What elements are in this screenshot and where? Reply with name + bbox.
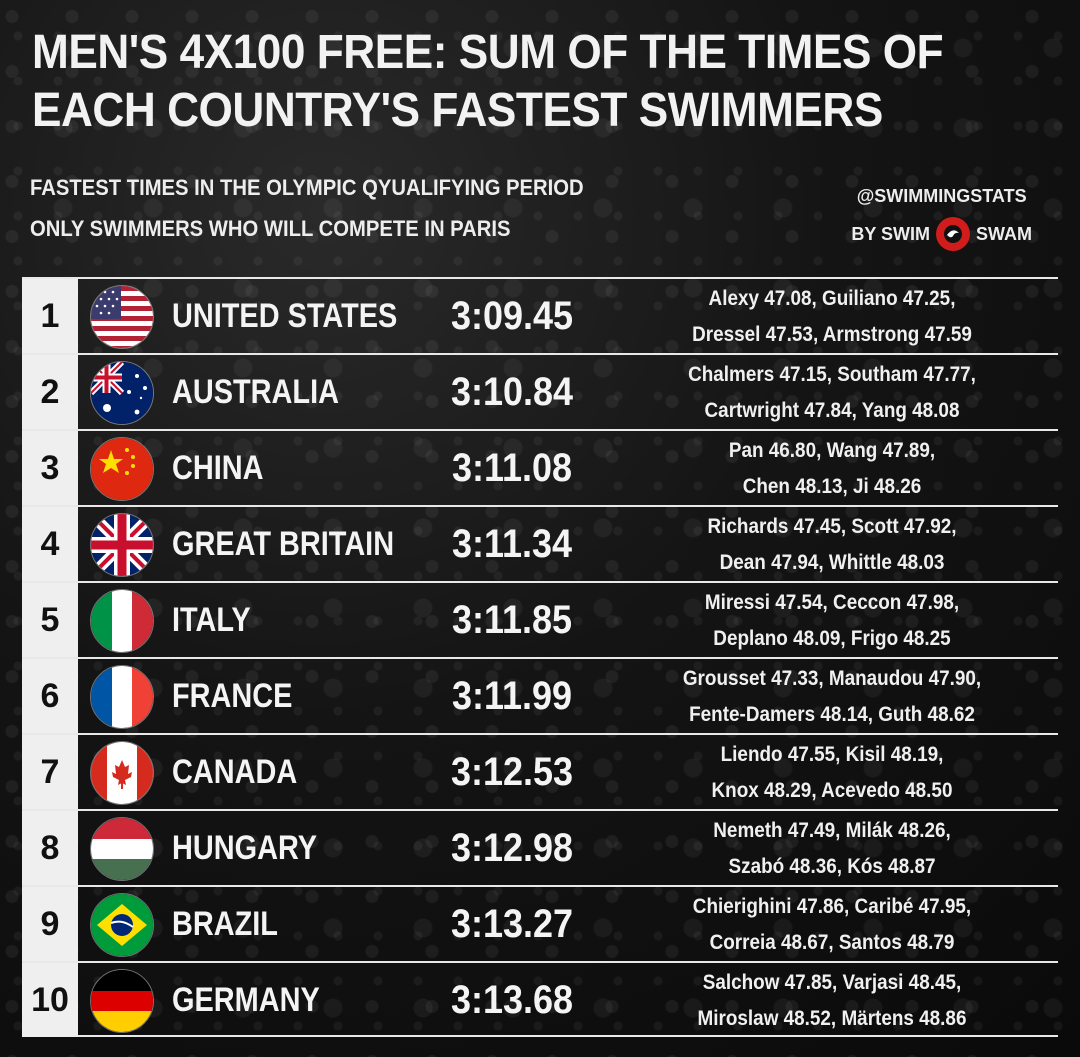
rank-cell: 2 xyxy=(22,355,78,429)
relay-time: 3:10.84 xyxy=(450,370,574,414)
country-name: CHINA xyxy=(172,449,264,487)
swimmers-line: Liendo 47.55, Kisil 48.19, xyxy=(720,743,944,766)
swimmers-list: Chalmers 47.15, Southam 47.77, Cartwrigh… xyxy=(634,357,1030,429)
uk-flag-icon xyxy=(90,513,154,577)
page-title: MEN'S 4X100 FREE: SUM OF THE TIMES OF EA… xyxy=(32,26,944,137)
rank-cell: 9 xyxy=(22,887,78,961)
ranking-table: 1 UNITED STATES 3:09.45 Alexy 47.08, Gui… xyxy=(22,277,1058,1041)
country-name: BRAZIL xyxy=(172,905,278,943)
swimmers-line: Alexy 47.08, Guiliano 47.25, xyxy=(708,287,956,310)
country-name: FRANCE xyxy=(172,677,293,715)
relay-time: 3:09.45 xyxy=(450,294,574,338)
country-name: AUSTRALIA xyxy=(172,373,339,411)
relay-time: 3:11.99 xyxy=(451,674,573,718)
swimmers-line: Salchow 47.85, Varjasi 48.45, xyxy=(702,971,962,994)
swimmers-line: Grousset 47.33, Manaudou 47.90, xyxy=(682,667,982,690)
country-name: CANADA xyxy=(172,753,298,791)
relay-time: 3:13.68 xyxy=(450,978,574,1022)
table-row: 4 GREAT BRITAIN 3:11.34 Richards 47.45, … xyxy=(22,505,1058,581)
swimmers-list: Richards 47.45, Scott 47.92, Dean 47.94,… xyxy=(634,509,1030,581)
credit-block: @SWIMMINGSTATS BY SWIM SWAM xyxy=(851,186,1032,251)
table-row: 6 FRANCE 3:11.99 Grousset 47.33, Manaudo… xyxy=(22,657,1058,733)
china-flag-icon xyxy=(90,437,154,501)
swimmers-line: Fente-Damers 48.14, Guth 48.62 xyxy=(689,703,975,726)
table-row: 8 HUNGARY 3:12.98 Nemeth 47.49, Milák 48… xyxy=(22,809,1058,885)
credit-by: BY SWIM xyxy=(851,223,930,244)
swimmers-line: Deplano 48.09, Frigo 48.25 xyxy=(713,627,951,650)
rank-cell: 10 xyxy=(22,963,78,1037)
rank-cell: 3 xyxy=(22,431,78,505)
relay-time: 3:13.27 xyxy=(450,902,574,946)
swimmers-line: Miroslaw 48.52, Märtens 48.86 xyxy=(697,1007,967,1030)
canada-flag-icon xyxy=(90,741,154,805)
relay-time: 3:11.08 xyxy=(451,446,573,490)
australia-flag-icon xyxy=(90,361,154,425)
swimmers-line: Chierighini 47.86, Caribé 47.95, xyxy=(692,895,972,918)
relay-time: 3:12.53 xyxy=(450,750,574,794)
swimmers-list: Pan 46.80, Wang 47.89, Chen 48.13, Ji 48… xyxy=(634,433,1030,505)
rank-cell: 5 xyxy=(22,583,78,657)
country-name: GREAT BRITAIN xyxy=(172,525,395,563)
rank-cell: 1 xyxy=(22,279,78,353)
rank-cell: 6 xyxy=(22,659,78,733)
swimmers-line: Miressi 47.54, Ceccon 47.98, xyxy=(704,591,960,614)
italy-flag-icon xyxy=(90,589,154,653)
usa-flag-icon xyxy=(90,285,154,349)
credit-brand: BY SWIM SWAM xyxy=(851,217,1032,251)
rank-cell: 8 xyxy=(22,811,78,885)
swimmers-list: Alexy 47.08, Guiliano 47.25, Dressel 47.… xyxy=(634,281,1030,353)
swimmers-list: Liendo 47.55, Kisil 48.19, Knox 48.29, A… xyxy=(634,737,1030,809)
subtitle-period: FASTEST TIMES IN THE OLYMPIC QYUALIFYING… xyxy=(30,175,584,200)
table-row: 7 CANADA 3:12.53 Liendo 47.55, Kisil 48.… xyxy=(22,733,1058,809)
country-name: HUNGARY xyxy=(172,829,318,867)
swimmers-line: Pan 46.80, Wang 47.89, xyxy=(728,439,936,462)
country-name: UNITED STATES xyxy=(172,297,398,335)
swimmers-line: Dean 47.94, Whittle 48.03 xyxy=(719,551,945,574)
swimmers-list: Grousset 47.33, Manaudou 47.90, Fente-Da… xyxy=(634,661,1030,733)
table-row: 9 BRAZIL 3:13.27 Chierighini 47.86, Cari… xyxy=(22,885,1058,961)
subtitle-note: ONLY SWIMMERS WHO WILL COMPETE IN PARIS xyxy=(30,216,511,241)
swimmers-line: Cartwright 47.84, Yang 48.08 xyxy=(704,399,960,422)
rank-cell: 7 xyxy=(22,735,78,809)
country-name: GERMANY xyxy=(172,981,320,1019)
brazil-flag-icon xyxy=(90,893,154,957)
swimmers-list: Miressi 47.54, Ceccon 47.98, Deplano 48.… xyxy=(634,585,1030,657)
swimmers-list: Salchow 47.85, Varjasi 48.45, Miroslaw 4… xyxy=(634,965,1030,1037)
relay-time: 3:11.34 xyxy=(451,522,573,566)
relay-time: 3:11.85 xyxy=(451,598,573,642)
swimmers-list: Nemeth 47.49, Milák 48.26, Szabó 48.36, … xyxy=(634,813,1030,885)
rank-cell: 4 xyxy=(22,507,78,581)
france-flag-icon xyxy=(90,665,154,729)
swimmers-line: Correia 48.67, Santos 48.79 xyxy=(709,931,955,954)
swimmers-line: Dressel 47.53, Armstrong 47.59 xyxy=(692,323,972,346)
swimmers-line: Szabó 48.36, Kós 48.87 xyxy=(728,855,936,878)
swimmers-line: Knox 48.29, Acevedo 48.50 xyxy=(711,779,953,802)
swimmers-line: Chen 48.13, Ji 48.26 xyxy=(742,475,922,498)
germany-flag-icon xyxy=(90,969,154,1033)
swimmers-line: Richards 47.45, Scott 47.92, xyxy=(707,515,957,538)
country-name: ITALY xyxy=(172,601,251,639)
table-row: 3 CHINA 3:11.08 Pan 46.80, Wang 47.89, C… xyxy=(22,429,1058,505)
hungary-flag-icon xyxy=(90,817,154,881)
credit-handle: @SWIMMINGSTATS xyxy=(856,186,1027,206)
swimmers-list: Chierighini 47.86, Caribé 47.95, Correia… xyxy=(634,889,1030,961)
table-row: 2 AUSTRALIA 3:10.84 Chalmers 47.15, Sout… xyxy=(22,353,1058,429)
relay-time: 3:12.98 xyxy=(450,826,574,870)
credit-brand-end: SWAM xyxy=(976,223,1032,244)
swimswam-logo-icon xyxy=(936,217,970,251)
swimmers-line: Chalmers 47.15, Southam 47.77, xyxy=(688,363,976,386)
swimmers-line: Nemeth 47.49, Milák 48.26, xyxy=(713,819,951,842)
table-row: 5 ITALY 3:11.85 Miressi 47.54, Ceccon 47… xyxy=(22,581,1058,657)
table-row: 1 UNITED STATES 3:09.45 Alexy 47.08, Gui… xyxy=(22,277,1058,353)
table-row: 10 GERMANY 3:13.68 Salchow 47.85, Varjas… xyxy=(22,961,1058,1037)
